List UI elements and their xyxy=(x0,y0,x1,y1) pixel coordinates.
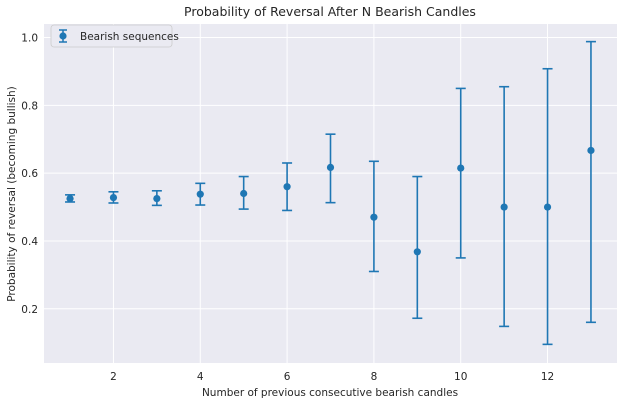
chart-title: Probability of Reversal After N Bearish … xyxy=(184,4,476,19)
data-point xyxy=(500,203,508,211)
x-tick-label: 2 xyxy=(110,371,117,383)
data-point xyxy=(66,194,74,203)
data-point xyxy=(587,146,595,155)
legend-label: Bearish sequences xyxy=(80,31,179,43)
y-axis-label: Probability of reversal (becoming bullis… xyxy=(6,86,18,302)
y-tick-label: 1.0 xyxy=(21,33,38,45)
data-point xyxy=(240,189,248,198)
x-tick-label: 10 xyxy=(454,371,467,383)
legend-box xyxy=(50,24,173,48)
data-point xyxy=(543,203,552,211)
data-point xyxy=(413,248,421,256)
y-tick-label: 0.4 xyxy=(21,236,38,248)
x-ticks: 2 4 6 8 10 12 xyxy=(110,371,554,383)
x-tick-label: 4 xyxy=(197,371,204,383)
data-point xyxy=(457,164,465,172)
x-tick-label: 12 xyxy=(541,371,554,383)
y-tick-label: 0.6 xyxy=(21,168,38,180)
y-tick-label: 0.8 xyxy=(21,100,38,112)
x-axis-label: Number of previous consecutive bearish c… xyxy=(202,387,458,399)
legend-marker-icon xyxy=(59,29,67,43)
data-point xyxy=(370,213,378,221)
y-tick-label: 0.2 xyxy=(21,304,38,316)
data-point xyxy=(326,163,335,171)
data-point xyxy=(109,193,118,202)
data-point xyxy=(283,183,291,191)
x-tick-label: 6 xyxy=(284,371,291,383)
data-points xyxy=(66,146,595,256)
y-ticks: 0.2 0.4 0.6 0.8 1.0 xyxy=(21,33,38,316)
data-point xyxy=(153,194,161,203)
x-tick-label: 8 xyxy=(371,371,378,383)
legend: Bearish sequences xyxy=(50,24,179,48)
data-point xyxy=(196,190,204,198)
